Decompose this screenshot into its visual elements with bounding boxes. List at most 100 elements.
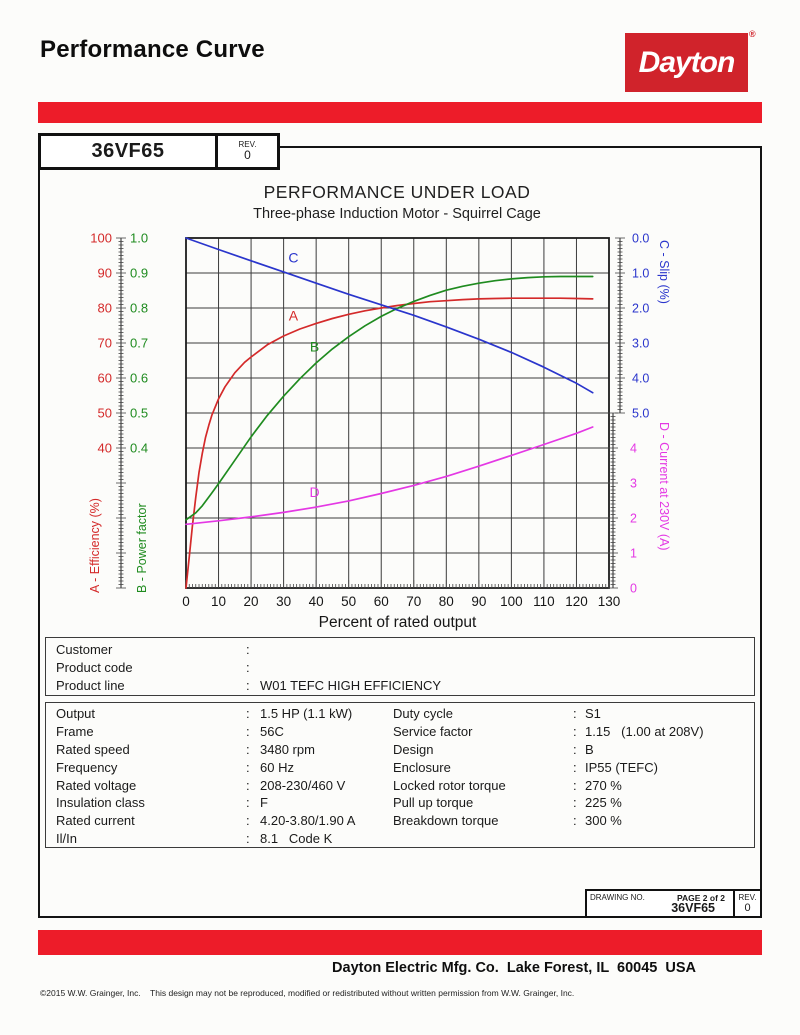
table-cell-label: Output [56,706,96,721]
table-cell-label: Design [393,741,434,757]
slip-tick-label: 1.0 [632,267,649,281]
slip-tick-label: 5.0 [632,407,649,421]
current-tick-label: 1 [630,547,637,561]
power-factor-tick-label: 0.8 [130,301,148,316]
chart-subtitle: Three-phase Induction Motor - Squirrel C… [253,206,541,222]
axis-title-slip: C - Slip (%) [657,240,671,304]
slip-tick-label: 4.0 [632,372,649,386]
efficiency-tick-label: 60 [98,371,112,386]
table-cell-label: Breakdown torque [393,813,499,829]
table-cell-label: Enclosure [393,759,451,775]
table-cell-colon: : [246,795,250,811]
table-cell-colon: : [246,642,250,657]
table-row: Product code: [46,660,754,678]
model-number: 36VF65 [91,140,165,162]
slip-tick-label: 0.0 [632,232,649,246]
main-border-box [38,146,762,918]
chart-header: PERFORMANCE UNDER LOAD Three-phase Induc… [97,182,697,222]
table-row: Customer: [46,642,754,660]
table-cell-colon: : [246,706,250,721]
slip-axis-ruler [615,237,625,414]
x-axis-tick-label: 110 [533,594,555,609]
current-tick-label: 2 [630,512,637,526]
table-row: Service factor:1.15 (1.00 at 208V) [46,724,754,742]
table-cell-label: Insulation class [56,795,145,811]
power-factor-tick-label: 0.6 [130,371,148,386]
revision-box: REV. 0 [215,133,280,170]
table-row: Rated speed:3480 rpm [46,742,754,760]
series-B-curve [185,275,594,521]
series-C-curve [185,237,594,394]
table-cell-label: Frame [56,723,94,739]
dayton-logo-text: Dayton [638,45,736,79]
efficiency-tick-label: 80 [98,301,112,316]
specification-table: Output:1.5 HP (1.1 kW) Frame:56C Rated spe… [45,702,755,848]
power-factor-tick-label: 0.7 [130,336,148,351]
x-axis-tick-label: 90 [471,594,486,609]
drawing-number: 36VF65 [671,901,715,915]
table-cell-colon: : [573,777,577,793]
table-cell-label: Duty cycle [393,706,453,721]
power-factor-tick-label: 0.9 [130,266,148,281]
table-cell-value: 4.20-3.80/1.90 A [260,813,356,829]
table-cell-label: Il/In [56,831,77,847]
table-cell-value: 8.1 Code K [260,831,333,847]
table-cell-value: IP55 (TEFC) [585,759,658,775]
table-cell-colon: : [573,759,577,775]
table-row: Pull up torque:225 % [46,795,754,813]
footer-rev-label: REV. [738,893,757,902]
current-tick-label: 3 [630,477,637,491]
dayton-logo: Dayton [625,33,748,92]
axis-title-pf: B - Power factor [135,503,149,593]
drawing-no-label: DRAWING NO. [590,893,645,902]
table-row: Product line: W01 TEFC HIGH EFFICIENCY [46,678,754,696]
table-row: Rated current:4.20-3.80/1.90 A [46,813,754,831]
x-axis-tick-label: 80 [439,594,454,609]
series-D-curve [185,426,594,526]
x-axis-tick-label: 0 [182,594,190,609]
left-axis-ruler [116,237,126,589]
page-title: Performance Curve [40,36,265,63]
revision-value: 0 [244,148,251,163]
table-row: Design: B [46,742,754,760]
series-D-label: D [309,484,319,500]
x-axis-tick-label: 40 [309,594,324,609]
table-cell-colon: : [573,706,577,721]
performance-chart: 1009080706050401.00.90.80.70.60.50.40.01… [88,231,671,632]
table-cell-value: 225 % [585,795,622,811]
table-cell-value: 270 % [585,777,622,793]
table-cell-value: B [585,741,594,757]
slip-tick-label: 3.0 [632,337,649,351]
table-cell-colon: : [246,759,250,775]
power-factor-tick-label: 0.4 [130,441,148,456]
table-cell-label: Product line [56,677,125,693]
x-axis-tick-label: 10 [211,594,226,609]
spec-table-left-column: Output:1.5 HP (1.1 kW) Frame:56C Rated spe… [46,706,754,849]
current-axis-ruler [608,412,618,589]
chart-title: PERFORMANCE UNDER LOAD [263,182,531,202]
table-cell-value: 300 % [585,813,622,829]
current-tick-label: 4 [630,442,637,456]
x-axis-ruler [185,580,610,588]
table-cell-value: S1 [585,706,601,721]
table-cell-label: Rated speed [56,741,130,757]
x-axis-tick-label: 130 [598,594,621,609]
table-row: Enclosure: IP55 (TEFC) [46,760,754,778]
customer-info-table: Customer: Product code: Product line: W01 T… [45,637,755,696]
table-cell-value: 56C [260,723,284,739]
table-cell-value: 60 Hz [260,759,294,775]
revision-label: REV. [238,139,257,149]
series-A-curve [185,297,594,589]
table-cell-label: Customer [56,642,113,657]
efficiency-tick-label: 90 [98,266,112,281]
table-cell-value: 1.5 HP (1.1 kW) [260,706,353,721]
table-cell-value: F [260,795,268,811]
table-row: Frame:56C [46,724,754,742]
table-cell-label: Rated voltage [56,777,137,793]
table-cell-label: Service factor [393,723,473,739]
table-cell-colon: : [246,723,250,739]
x-axis-tick-label: 30 [276,594,291,609]
series-C-label: C [288,250,298,266]
title-block-main-cell: DRAWING NO. PAGE 2 of 2 36VF65 [587,891,733,916]
page-indicator: PAGE 2 of 2 [676,893,725,903]
